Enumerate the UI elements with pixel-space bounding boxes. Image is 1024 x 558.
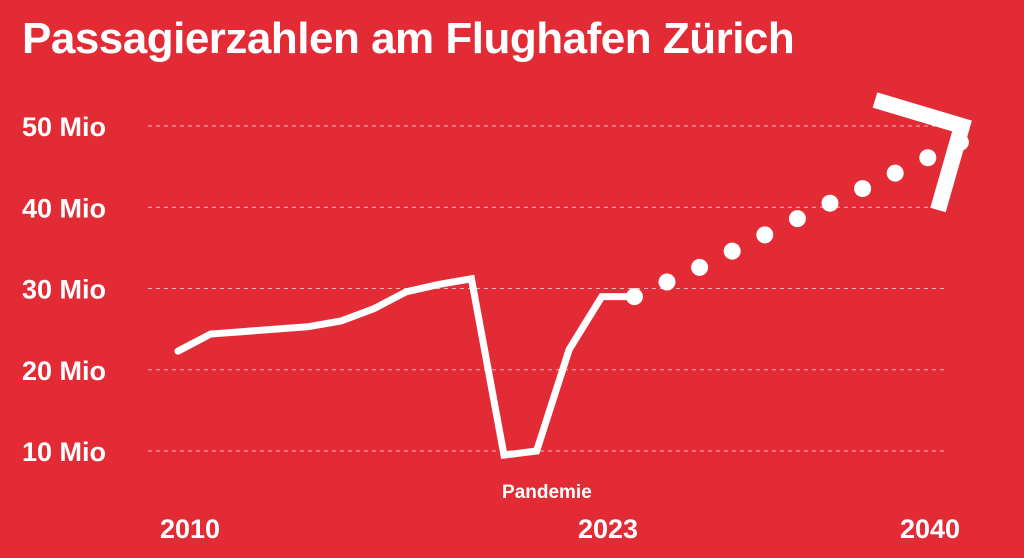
y-tick-label: 10 Mio: [22, 437, 106, 467]
forecast-dot: [658, 273, 676, 291]
y-tick-label: 40 Mio: [22, 193, 106, 223]
x-axis-ticks: 2010 2023 2040: [160, 514, 960, 544]
y-axis-ticks: 10 Mio 20 Mio 30 Mio 40 Mio 50 Mio: [22, 112, 106, 467]
x-tick-label: 2040: [900, 514, 960, 544]
gridlines: [148, 125, 948, 452]
forecast-dot: [723, 242, 741, 260]
forecast-dot: [691, 258, 709, 276]
forecast-dot: [821, 194, 839, 212]
y-tick-label: 30 Mio: [22, 275, 106, 305]
series-line-actual: [174, 274, 638, 459]
x-tick-label: 2023: [578, 514, 638, 544]
forecast-dot: [788, 210, 806, 228]
annotation-pandemie: Pandemie: [502, 482, 592, 503]
y-tick-label: 20 Mio: [22, 356, 106, 386]
y-tick-label: 50 Mio: [22, 112, 106, 142]
forecast-dot: [625, 288, 643, 306]
arrow-head-icon: [872, 92, 972, 213]
series-forecast-dots: [625, 133, 969, 306]
forecast-dot: [756, 226, 774, 244]
forecast-dot: [919, 149, 937, 167]
forecast-dot: [886, 164, 904, 182]
chart-title: Passagierzahlen am Flughafen Zürich: [22, 14, 795, 63]
x-tick-label: 2010: [160, 514, 220, 544]
forecast-dot: [854, 180, 872, 198]
